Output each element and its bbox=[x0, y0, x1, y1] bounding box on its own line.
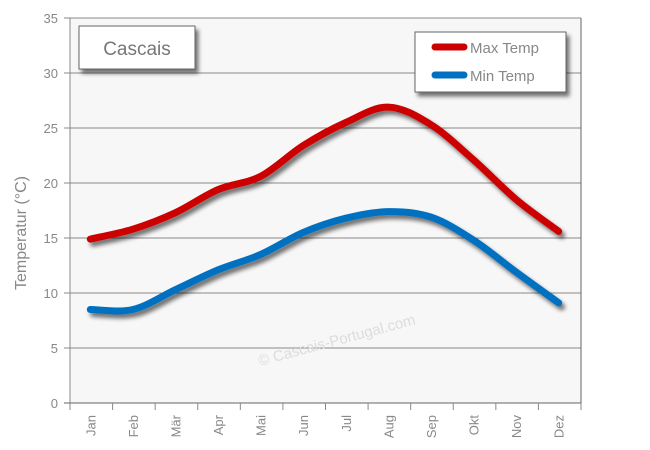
x-tick-label: Aug bbox=[381, 415, 396, 438]
chart-title: Cascais bbox=[103, 39, 171, 60]
legend-label-max: Max Temp bbox=[470, 40, 539, 57]
x-tick-label: Mär bbox=[168, 414, 183, 437]
title-box bbox=[78, 25, 196, 70]
x-tick-label: Jul bbox=[339, 415, 354, 432]
y-tick-label: 35 bbox=[44, 11, 58, 26]
y-tick-label: 20 bbox=[44, 176, 58, 191]
y-tick-label: 15 bbox=[44, 231, 58, 246]
x-tick-label: Feb bbox=[126, 415, 141, 437]
x-tick-label: Mai bbox=[254, 415, 269, 436]
y-tick-label: 30 bbox=[44, 66, 58, 81]
series-line-max-temp bbox=[86, 103, 563, 243]
x-tick-label: Sep bbox=[424, 415, 439, 438]
legend: Max Temp Min Temp bbox=[414, 31, 567, 93]
y-tick-label: 0 bbox=[51, 396, 58, 411]
y-tick-label: 10 bbox=[44, 286, 58, 301]
y-tick-label: 5 bbox=[51, 341, 58, 356]
legend-label-min: Min Temp bbox=[470, 68, 535, 85]
x-tick-label: Dez bbox=[552, 415, 567, 438]
x-tick-label: Okt bbox=[467, 415, 482, 436]
y-tick-label: 25 bbox=[44, 121, 58, 136]
x-tick-label: Apr bbox=[211, 414, 226, 435]
y-axis-label: Temperatur (°C) bbox=[13, 176, 30, 290]
x-tick-label: Nov bbox=[509, 415, 524, 439]
x-tick-label: Jun bbox=[296, 415, 311, 436]
x-tick-label: Jan bbox=[83, 415, 98, 436]
series-line-min-temp bbox=[86, 208, 563, 315]
